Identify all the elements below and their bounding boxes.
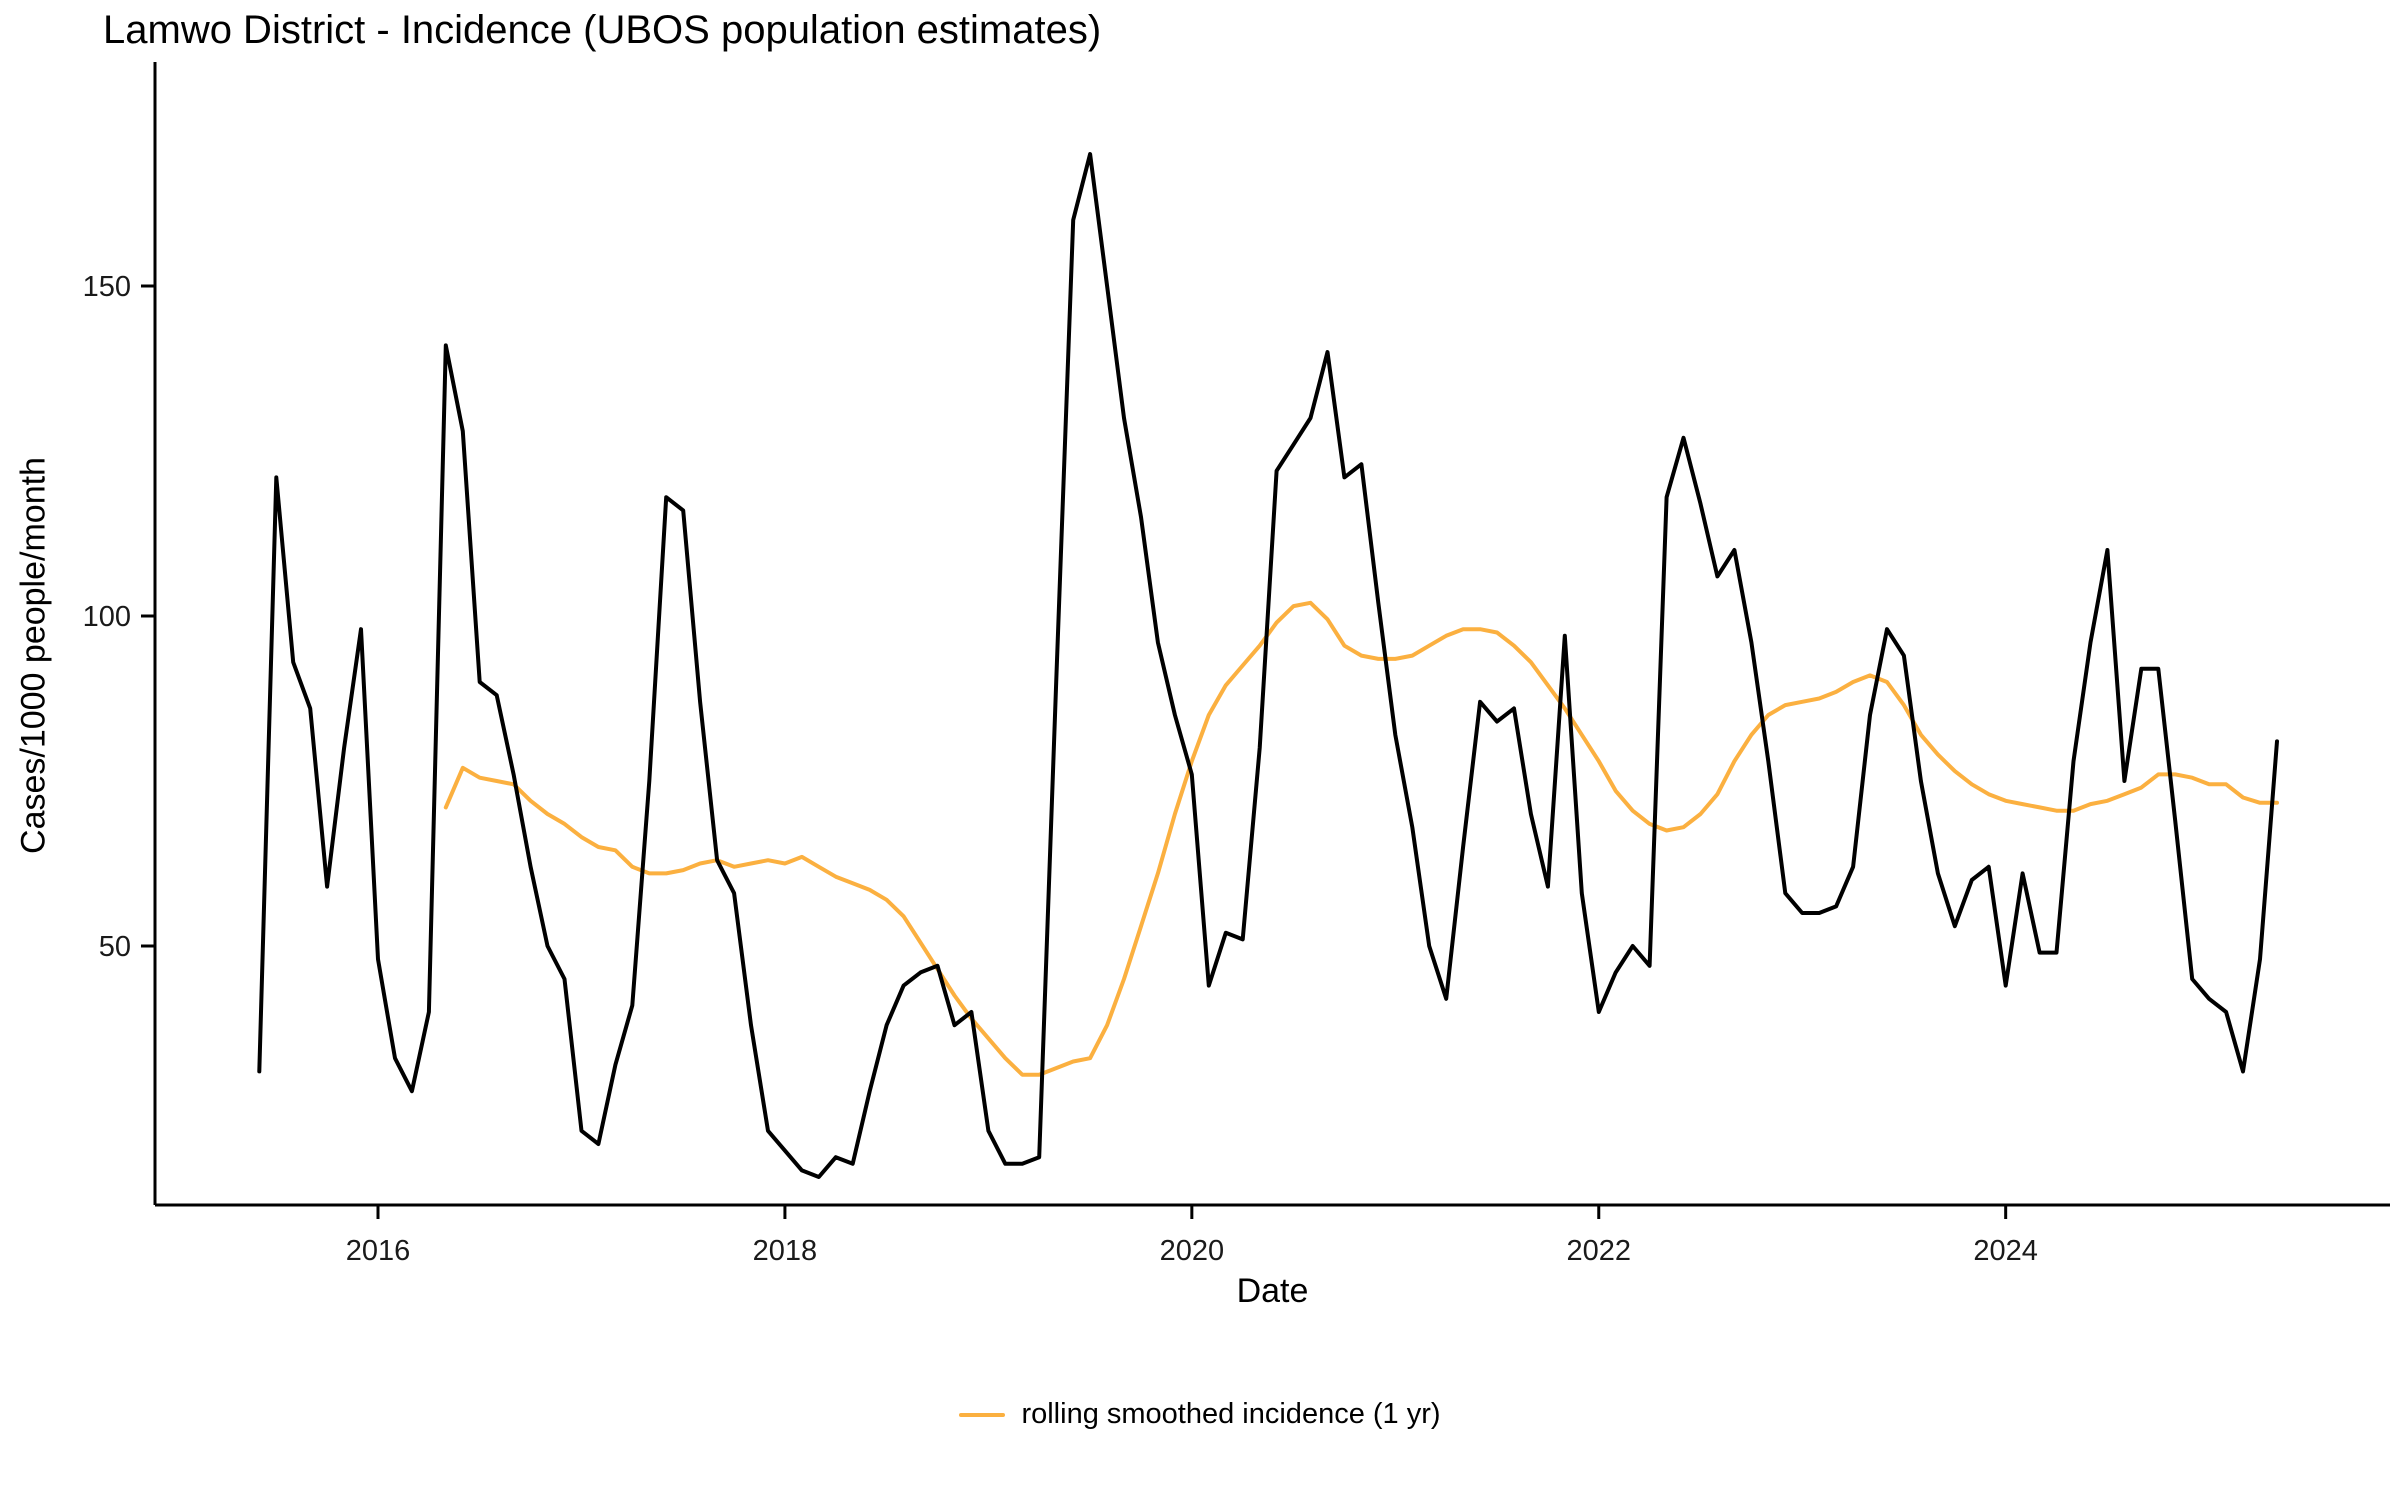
y-tick-label: 100	[83, 601, 131, 633]
legend: rolling smoothed incidence (1 yr)	[0, 1398, 2400, 1431]
y-axis-title: Cases/1000 people/month	[14, 457, 53, 854]
x-tick-label: 2020	[1160, 1235, 1225, 1267]
x-axis-title: Date	[1236, 1272, 1309, 1310]
y-tick-label: 150	[83, 271, 131, 303]
legend-key-line	[959, 1412, 1006, 1417]
y-tick-label: 50	[99, 931, 131, 963]
x-tick-label: 2018	[753, 1235, 818, 1267]
incidence-line	[257, 152, 2279, 1179]
x-tick-label: 2024	[1973, 1235, 2038, 1267]
x-tick-label: 2016	[346, 1235, 411, 1267]
smoothed-line	[443, 600, 2279, 1077]
chart-title: Lamwo District - Incidence (UBOS populat…	[103, 8, 1102, 52]
legend-key-label: rolling smoothed incidence (1 yr)	[1021, 1398, 1441, 1430]
x-tick-label: 2022	[1567, 1235, 1632, 1267]
